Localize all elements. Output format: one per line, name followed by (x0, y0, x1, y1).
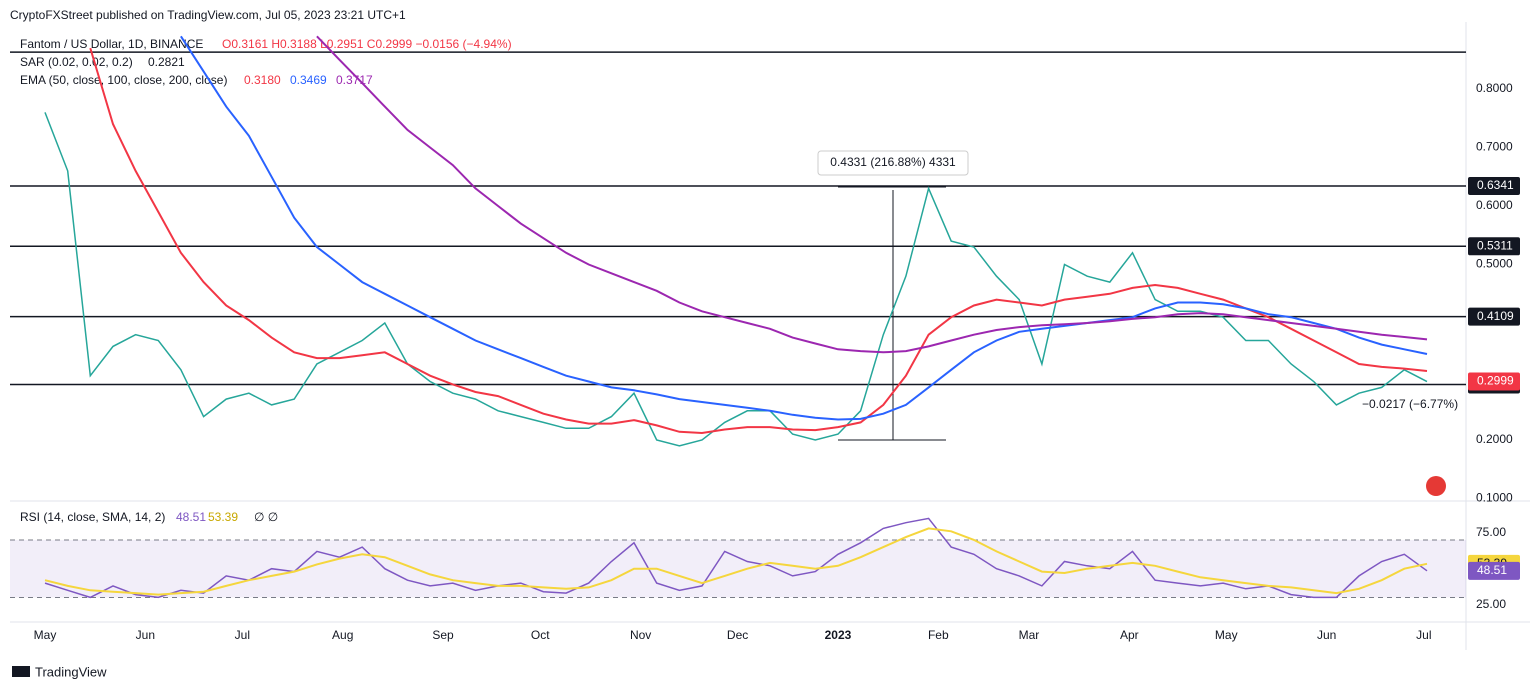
x-tick-label: Mar (1019, 628, 1040, 642)
series-line (180, 35, 1428, 421)
ema-value: 0.3469 (290, 73, 327, 87)
x-tick-label: Jun (136, 628, 155, 642)
level-label: 0.6341 (1477, 178, 1514, 192)
ema-legend: EMA (50, close, 100, close, 200, close) (20, 73, 227, 87)
series-line (44, 112, 1428, 447)
sar-legend: SAR (0.02, 0.02, 0.2) (20, 55, 133, 69)
series-line (89, 47, 1428, 435)
logo (12, 666, 30, 677)
x-tick-label: Nov (630, 628, 651, 642)
y-tick-label: 0.5000 (1476, 257, 1513, 271)
series-line (44, 517, 1428, 599)
x-tick-label: Jul (235, 628, 250, 642)
measure-label: 0.4331 (216.88%) 4331 (830, 155, 956, 169)
rsi-na: ∅ ∅ (254, 510, 278, 524)
series-line (316, 35, 1428, 354)
level-badge (1468, 177, 1520, 196)
range-label: −0.0217 (−6.77%) (1362, 397, 1458, 411)
y-tick-label: 0.2000 (1476, 432, 1513, 446)
symbol: Fantom / US Dollar, 1D, BINANCE (20, 37, 203, 51)
rsi-label: 48.51 (1477, 563, 1507, 577)
x-tick-label: Jul (1416, 628, 1431, 642)
sar-value: 0.2821 (148, 55, 185, 69)
series-line (44, 527, 1428, 596)
x-tick-label: 2023 (825, 628, 852, 642)
x-tick-label: Jun (1317, 628, 1336, 642)
published: CryptoFXStreet published on TradingView.… (10, 8, 406, 22)
measure-box (817, 150, 969, 176)
y-tick-label: 25.00 (1476, 597, 1506, 611)
rsi-band (10, 539, 1466, 598)
rsi-value: 48.51 (176, 510, 206, 524)
rsi-label-badge (1468, 561, 1520, 580)
x-tick-label: Apr (1120, 628, 1139, 642)
level-label: 0.5311 (1477, 238, 1513, 252)
y-tick-label: 0.7000 (1476, 140, 1513, 154)
y-tick-label: 75.00 (1476, 525, 1506, 539)
level-badge (1468, 237, 1520, 256)
footer-brand: TradingView (35, 664, 107, 679)
x-tick-label: Sep (432, 628, 454, 642)
level-label: 0.4109 (1477, 309, 1514, 323)
rsi-legend: RSI (14, close, SMA, 14, 2) (20, 510, 165, 524)
x-tick-label: May (1215, 628, 1238, 642)
x-tick-label: Feb (928, 628, 949, 642)
x-tick-label: Aug (332, 628, 353, 642)
x-tick-label: May (34, 628, 57, 642)
flag-icon (1426, 476, 1446, 496)
y-tick-label: 0.6000 (1476, 198, 1513, 212)
y-tick-label: 0.1000 (1476, 491, 1513, 505)
x-tick-label: Oct (531, 628, 550, 642)
ohlc: O0.3161 H0.3188 L0.2951 C0.2999 −0.0156 … (222, 37, 512, 51)
x-tick-label: Dec (727, 628, 748, 642)
price-label-badge (1468, 372, 1520, 391)
ema-value: 0.3180 (244, 73, 281, 87)
y-tick-label: 0.8000 (1476, 81, 1513, 95)
price-label: 0.2999 (1477, 374, 1514, 388)
level-badge (1468, 307, 1520, 326)
rsi-sma-value: 53.39 (208, 510, 238, 524)
